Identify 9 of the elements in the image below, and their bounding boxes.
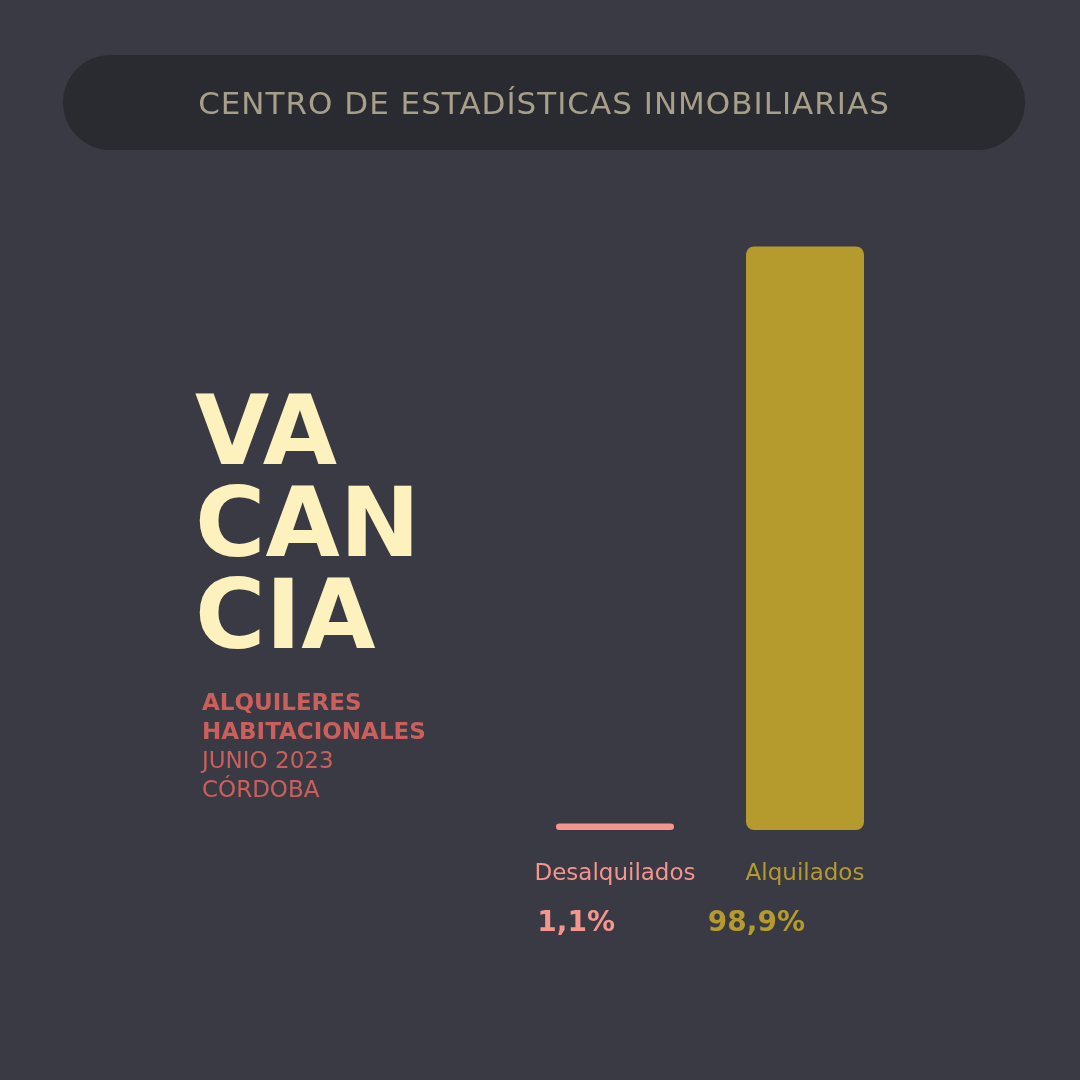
data-label: 98,9% [707, 904, 805, 938]
text: VACANCIA [195, 375, 422, 671]
text: JUNIO 2023 [202, 746, 335, 775]
chart-title: CENTRO DE ESTADÍSTICAS INMOBILIARIAS [63, 55, 1025, 150]
text: CÓRDOBA [202, 775, 321, 804]
x-tick-label: Alquilados [745, 858, 865, 885]
text: ALQUILERES HABITACIONALES [202, 688, 427, 746]
x-tick-label: Desalquilados [534, 858, 696, 885]
data-label: 1,1% [537, 904, 615, 938]
